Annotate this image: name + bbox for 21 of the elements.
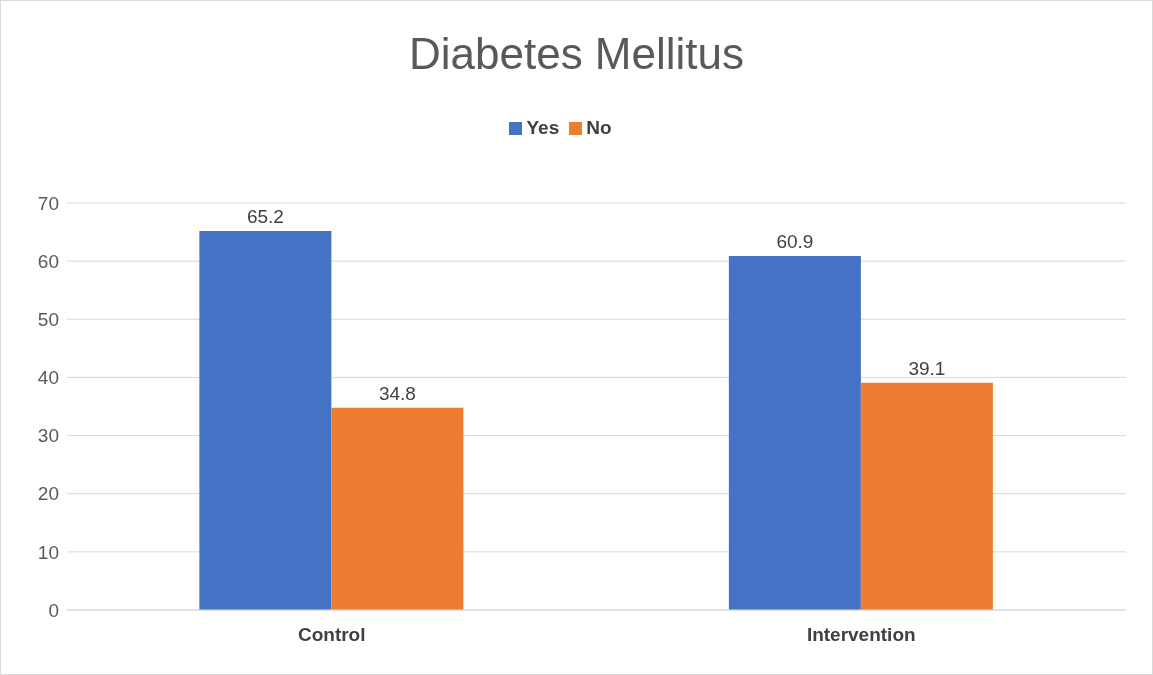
bar [199, 230, 332, 610]
data-label: 60.9 [776, 230, 814, 252]
y-tick-label: 40 [37, 367, 59, 389]
y-tick-label: 20 [37, 483, 59, 505]
bar [728, 255, 861, 610]
data-label: 34.8 [378, 382, 416, 404]
y-tick-label: 50 [37, 309, 59, 331]
bar [860, 382, 993, 610]
legend-label: No [586, 117, 612, 138]
y-tick-label: 70 [37, 192, 59, 214]
legend-label: Yes [526, 117, 560, 138]
chart-title: Diabetes Mellitus [408, 29, 745, 79]
x-tick-label: Intervention [806, 624, 916, 646]
y-tick-label: 30 [37, 425, 59, 447]
x-tick-label: Control [297, 624, 366, 646]
y-tick-label: 10 [37, 541, 59, 563]
data-label: 65.2 [246, 205, 284, 227]
data-label: 39.1 [908, 357, 946, 379]
y-tick-label: 0 [48, 599, 59, 621]
bar [331, 407, 464, 610]
y-tick-label: 60 [37, 250, 59, 272]
